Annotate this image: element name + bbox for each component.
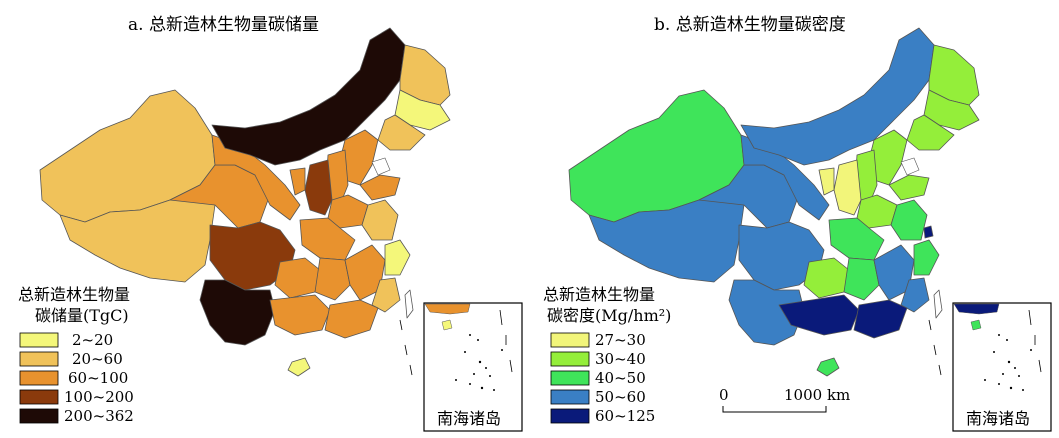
- region-guangdong: [324, 299, 379, 339]
- region-b-yunnan: [728, 279, 805, 346]
- legend-b: 总新造林生物量 碳密度(Mg/hm²) 27~30 30~40 40~50 50…: [543, 285, 671, 425]
- legend-a-swatch-1: [19, 332, 59, 348]
- region-shaanxi: [304, 159, 333, 216]
- scale-bar: 0 1000 km: [719, 386, 850, 413]
- china-map-b: [568, 27, 980, 377]
- region-hainan: [287, 357, 311, 377]
- region-b-guangdong: [853, 299, 908, 339]
- legend-b-label-4: 50~60: [595, 388, 646, 406]
- region-b-hainan: [816, 357, 840, 377]
- legend-a-label-3: 60~100: [68, 369, 128, 387]
- scale-bar-end-label: 1000 km: [784, 386, 850, 404]
- inset-a-label: 南海诸岛: [437, 409, 501, 428]
- region-b-hunan: [843, 257, 880, 301]
- bohai-sea-b: [900, 157, 920, 176]
- region-fujian: [371, 277, 401, 313]
- region-guangxi: [269, 294, 331, 336]
- inset-b-frame: [952, 302, 1052, 432]
- map-a-title: a. 总新造林生物量碳储量: [128, 15, 319, 35]
- legend-b-swatch-1: [550, 332, 590, 348]
- legend-a-swatch-4: [19, 389, 59, 405]
- map-b-title: b. 总新造林生物量碳密度: [654, 15, 846, 35]
- scale-bar-start-label: 0: [719, 386, 729, 404]
- china-map-a: [39, 27, 451, 377]
- region-b-guizhou: [803, 257, 850, 299]
- region-b-taiwan: [933, 289, 943, 319]
- legend-a-label-4: 100~200: [64, 388, 134, 406]
- panel-b: b. 总新造林生物量碳密度: [529, 0, 1058, 438]
- region-b-fujian: [900, 277, 930, 313]
- region-b-shanghai: [923, 225, 934, 239]
- inset-a-islands: [455, 334, 503, 391]
- inset-b-mainland: [953, 303, 1000, 315]
- region-b-shaanxi: [833, 159, 862, 216]
- region-liaoning: [377, 114, 426, 151]
- map-b-svg: b. 总新造林生物量碳密度: [543, 15, 1052, 432]
- legend-b-title-line2: 碳密度(Mg/hm²): [547, 306, 671, 325]
- boundary-dashes-b: [928, 319, 942, 376]
- inset-a-hainan: [441, 319, 453, 331]
- legend-a-title-line2: 碳储量(TgC): [35, 306, 129, 325]
- legend-b-label-3: 40~50: [595, 369, 646, 387]
- region-taiwan: [404, 289, 414, 319]
- region-b-guangxi: [778, 294, 860, 336]
- inset-b: 南海诸岛: [952, 302, 1052, 432]
- region-b-liaoning: [906, 114, 955, 151]
- region-yunnan: [199, 279, 276, 346]
- legend-a-label-5: 200~362: [64, 407, 134, 425]
- legend-b-swatch-4: [550, 389, 590, 405]
- scale-bar-line: [722, 406, 827, 413]
- region-ningxia: [289, 167, 306, 196]
- inset-a: 南海诸岛: [423, 302, 523, 432]
- inset-a-dashes: [499, 309, 513, 373]
- legend-b-swatch-2: [550, 351, 590, 367]
- region-hubei: [299, 217, 356, 261]
- legend-b-swatch-5: [550, 408, 590, 424]
- legend-b-label-1: 27~30: [595, 331, 646, 349]
- inset-b-dashes: [1028, 309, 1042, 373]
- legend-b-swatch-3: [550, 370, 590, 386]
- region-hunan: [314, 257, 351, 301]
- region-b-hubei: [828, 217, 885, 261]
- inset-b-islands: [984, 334, 1032, 391]
- legend-a-swatch-2: [19, 351, 59, 367]
- inset-a-mainland: [424, 303, 471, 315]
- inset-b-hainan: [970, 319, 982, 331]
- legend-a-label-2: 20~60: [72, 350, 123, 368]
- boundary-dashes-a: [399, 319, 413, 376]
- region-b-zhejiang: [913, 239, 940, 276]
- inset-a-frame: [423, 302, 523, 432]
- region-anhui: [361, 199, 399, 241]
- region-b-shandong: [888, 174, 930, 201]
- region-shandong: [359, 174, 401, 201]
- region-guizhou: [274, 257, 321, 299]
- legend-b-title-line1: 总新造林生物量: [543, 285, 655, 304]
- inset-b-label: 南海诸岛: [966, 409, 1030, 428]
- legend-a: 总新造林生物量 碳储量(TgC) 2~20 20~60 60~100 100~2…: [18, 285, 134, 425]
- region-b-anhui: [890, 199, 928, 241]
- region-zhejiang: [384, 239, 411, 276]
- region-b-gansu: [740, 134, 830, 221]
- map-a-svg: a. 总新造林生物量碳储量: [18, 15, 523, 432]
- legend-b-label-5: 60~125: [595, 407, 655, 425]
- panel-a: a. 总新造林生物量碳储量: [0, 0, 529, 438]
- legend-a-swatch-5: [19, 408, 59, 424]
- bohai-sea-a: [371, 157, 391, 176]
- legend-a-label-1: 2~20: [72, 331, 113, 349]
- legend-a-swatch-3: [19, 370, 59, 386]
- region-gansu: [211, 134, 301, 221]
- legend-b-label-2: 30~40: [595, 350, 646, 368]
- legend-a-title-line1: 总新造林生物量: [18, 285, 130, 304]
- region-b-ningxia: [818, 167, 835, 196]
